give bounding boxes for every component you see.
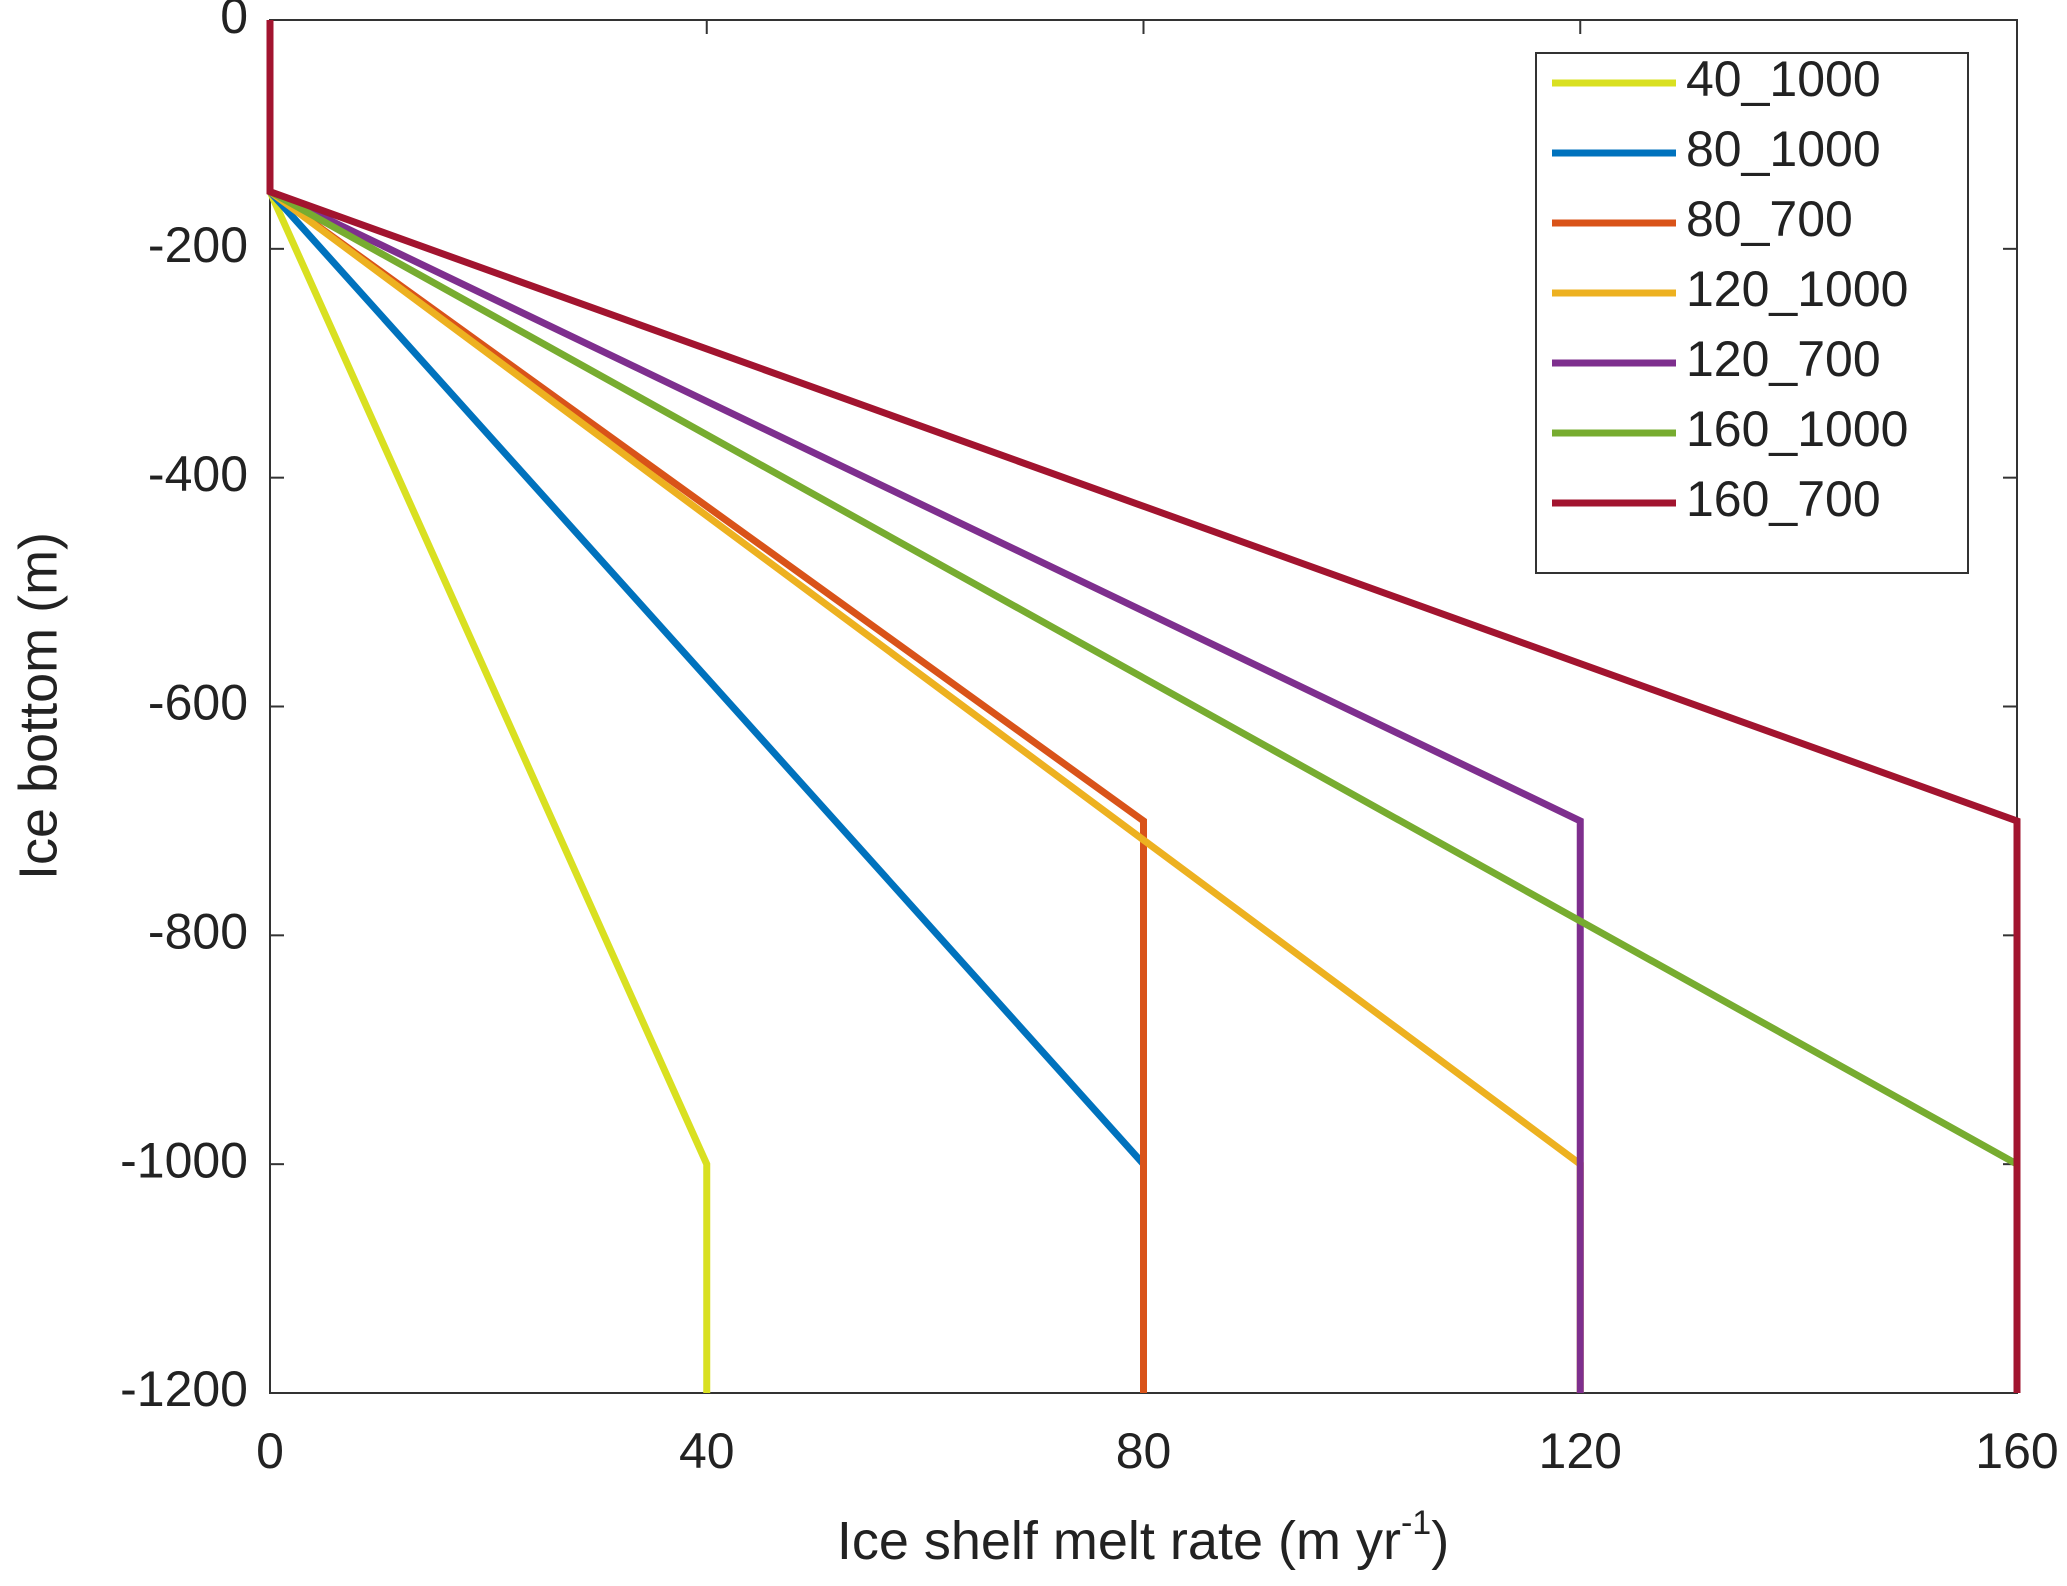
legend-label: 80_1000 (1686, 121, 1881, 177)
series-line (266, 20, 1584, 1393)
y-tick-label: -800 (148, 904, 248, 960)
y-tick-label: -1200 (120, 1361, 248, 1417)
y-tick-label: -400 (148, 446, 248, 502)
y-tick-label: 0 (220, 0, 248, 44)
y-tick-label: -1000 (120, 1132, 248, 1188)
x-tick-label: 160 (1975, 1423, 2058, 1479)
y-axis-label: Ice bottom (m) (8, 532, 68, 880)
legend-label: 160_1000 (1686, 401, 1908, 457)
y-tick-label: -200 (148, 217, 248, 273)
x-tick-label: 120 (1539, 1423, 1622, 1479)
legend-label: 120_1000 (1686, 261, 1908, 317)
legend-label: 40_1000 (1686, 51, 1881, 107)
x-axis-label: Ice shelf melt rate (m yr-1) (837, 1504, 1449, 1571)
legend-label: 160_700 (1686, 471, 1881, 527)
y-tick-label: -600 (148, 675, 248, 731)
series-line (266, 20, 2021, 1393)
x-tick-label: 40 (679, 1423, 735, 1479)
x-tick-label: 80 (1116, 1423, 1172, 1479)
legend-label: 120_700 (1686, 331, 1881, 387)
x-tick-label: 0 (256, 1423, 284, 1479)
series-line (266, 20, 1584, 1393)
legend-box (1535, 52, 1969, 574)
legend-label: 80_700 (1686, 191, 1853, 247)
